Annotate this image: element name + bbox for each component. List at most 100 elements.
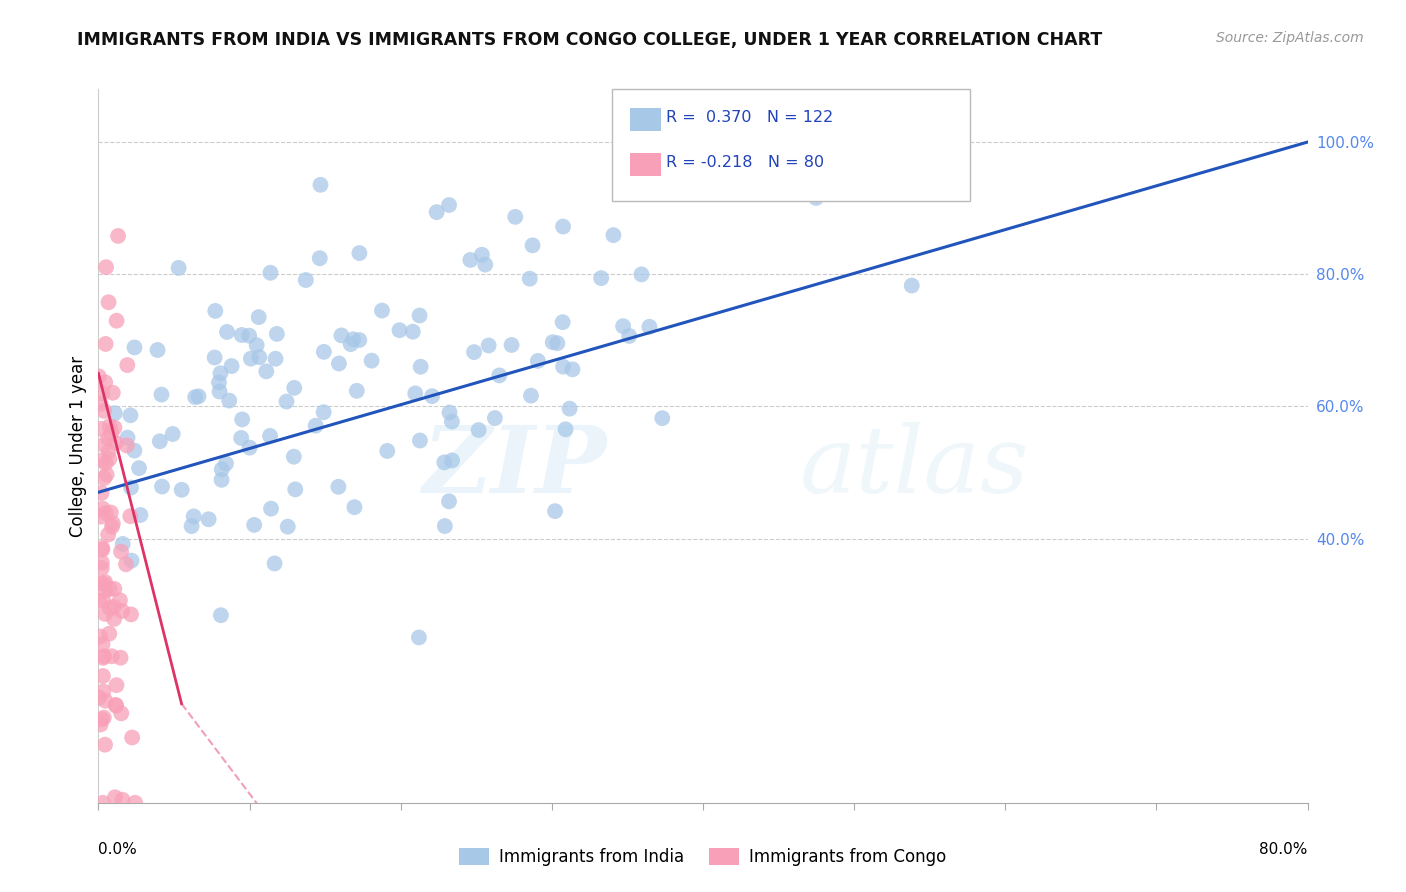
Point [328,480,350,494]
Point [467,423,489,437]
Point [117,358,139,372]
Point [408,631,430,645]
Point [94,583,117,598]
Point [612,319,634,334]
Point [437,198,460,212]
Point [266,326,288,341]
Text: 80.0%: 80.0% [1260,842,1308,857]
Point [180,519,202,533]
Point [215,457,238,471]
Text: R = -0.218   N = 80: R = -0.218 N = 80 [666,155,824,169]
Point [295,273,318,287]
Point [328,357,350,371]
Point [101,385,124,400]
Point [150,387,173,401]
Point [471,248,494,262]
Point [263,557,285,571]
Point [247,310,270,325]
Point [91,651,114,665]
Point [541,335,564,350]
Point [100,425,122,440]
Point [94,738,117,752]
Point [238,328,260,343]
Point [312,405,335,419]
Point [204,351,226,365]
Point [91,542,114,557]
Point [312,344,335,359]
Point [527,354,550,368]
Point [87,369,110,384]
Point [346,384,368,398]
Point [231,431,253,445]
Point [551,315,574,329]
Point [89,593,111,607]
Point [426,205,449,219]
Point [90,556,112,570]
Point [94,506,117,520]
Point [90,561,112,575]
Point [440,453,463,467]
Point [91,541,114,555]
Text: ZIP: ZIP [422,423,606,512]
Point [221,359,243,373]
Point [90,509,112,524]
Point [231,328,253,343]
Point [90,576,112,591]
Point [388,323,411,337]
Text: 0.0%: 0.0% [98,842,138,857]
Point [209,608,232,623]
Text: Source: ZipAtlas.com: Source: ZipAtlas.com [1216,31,1364,45]
Point [546,336,568,351]
Point [349,246,371,260]
Point [254,364,277,378]
Point [89,397,111,411]
Point [89,630,111,644]
Point [204,304,226,318]
Point [343,500,366,515]
Point [260,501,283,516]
Point [121,731,143,745]
Point [93,438,115,452]
Point [184,390,207,404]
Point [342,332,364,346]
Point [264,351,287,366]
Point [98,626,121,640]
Point [91,669,114,683]
Point [433,519,456,533]
Point [103,599,125,614]
Point [107,228,129,243]
Y-axis label: College, Under 1 year: College, Under 1 year [69,355,87,537]
Point [98,601,121,615]
Point [105,678,128,692]
Point [420,389,443,403]
Point [602,228,624,243]
Point [94,456,117,470]
Point [276,394,298,409]
Point [91,386,114,401]
Point [120,607,142,622]
Point [243,517,266,532]
Point [91,796,114,810]
Point [91,593,114,607]
Point [91,712,114,726]
Point [96,467,118,482]
Point [283,450,305,464]
Point [211,462,233,476]
Point [103,582,125,596]
Point [239,441,262,455]
Point [97,527,120,541]
Point [215,325,238,339]
Point [208,384,231,399]
Point [375,444,398,458]
Point [124,340,146,354]
Point [409,359,432,374]
Point [121,553,143,567]
Point [349,333,371,347]
Point [94,693,117,707]
Point [478,338,501,352]
Point [104,406,127,420]
Point [124,443,146,458]
Point [183,509,205,524]
Point [209,366,232,380]
Point [149,434,172,449]
